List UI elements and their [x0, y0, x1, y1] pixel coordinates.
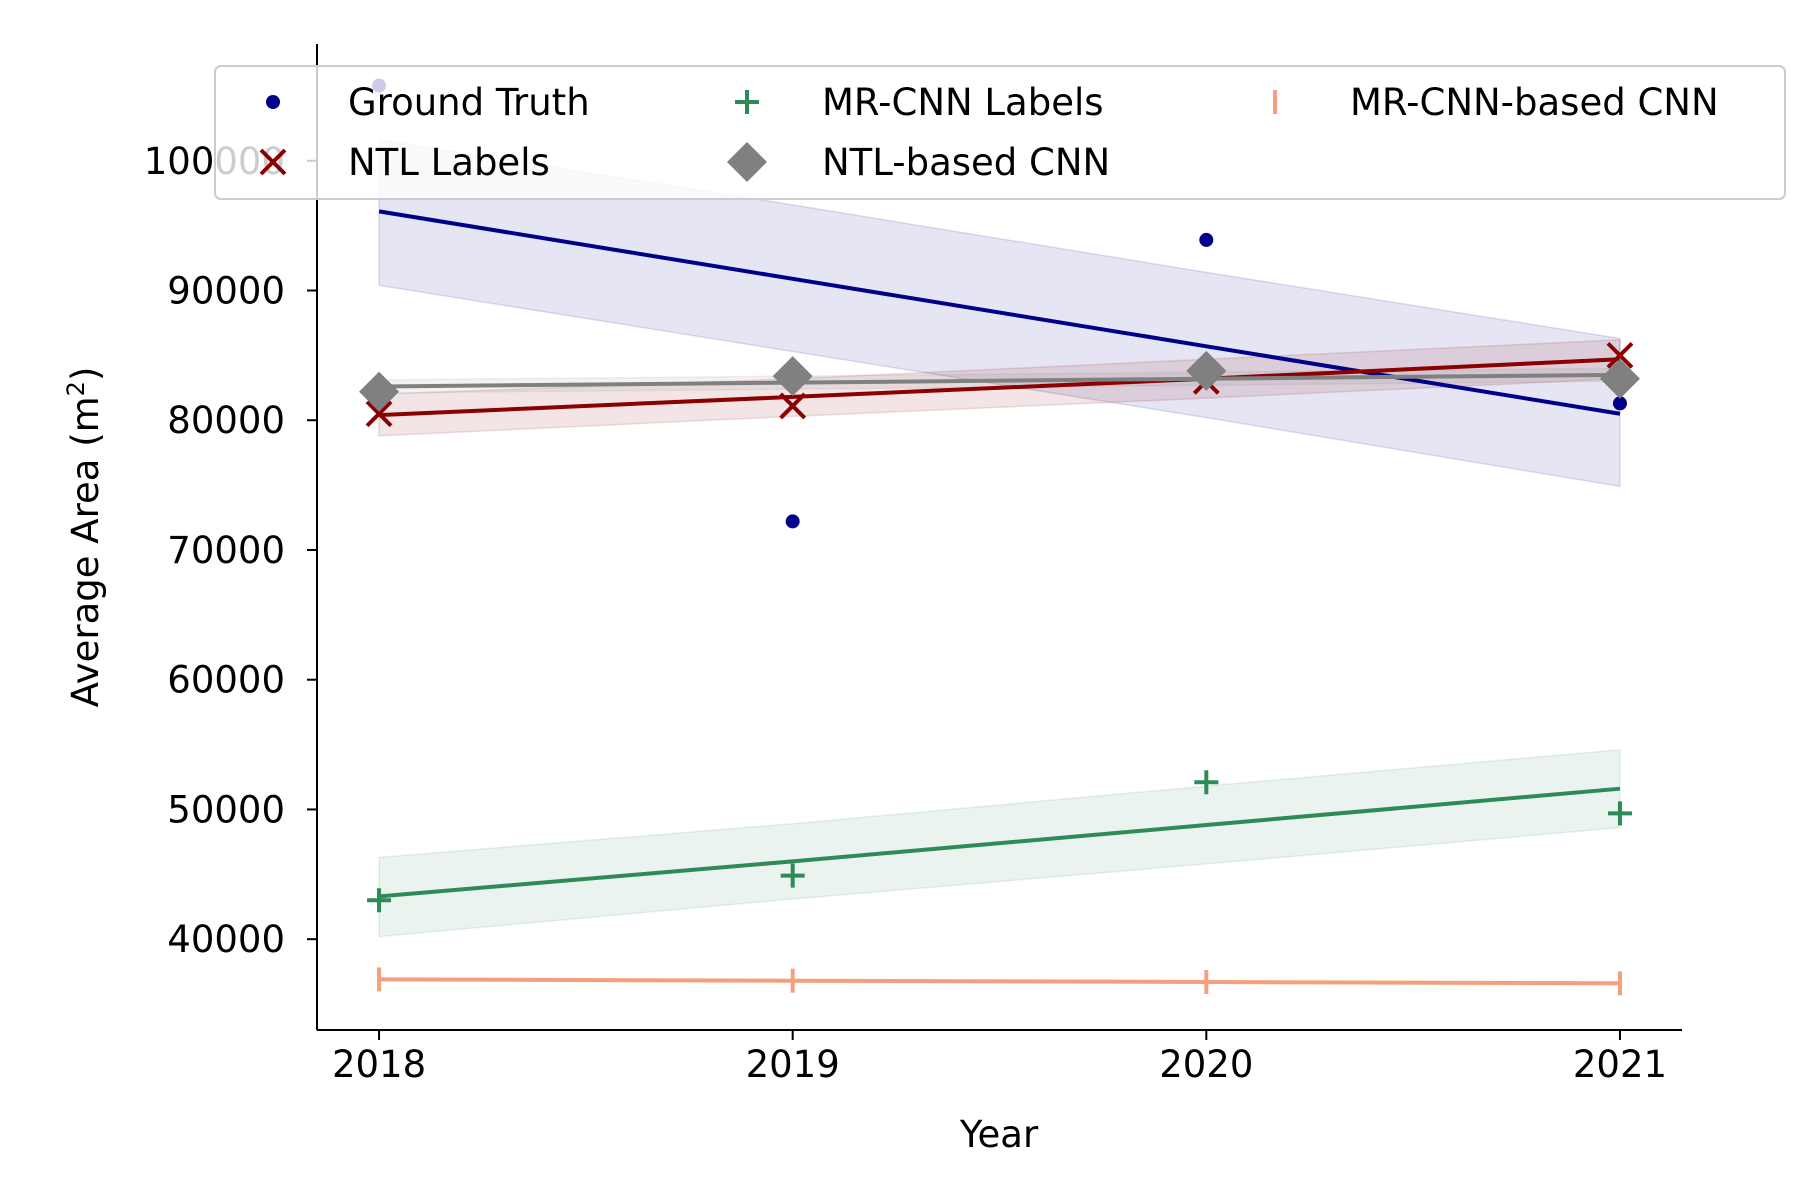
- axes: [316, 44, 1682, 1031]
- y-tick-label: 90000: [167, 270, 285, 313]
- mr-cnn-labels-trend-line: [378, 786, 1621, 899]
- x-axis-label: Year: [959, 1113, 1039, 1156]
- x-tick-label: 2019: [746, 1043, 840, 1086]
- ntl-based-cnn-point: [1599, 358, 1640, 399]
- x-tick-label: 2018: [332, 1043, 426, 1086]
- ground-truth-point: [1199, 232, 1214, 247]
- x-ticks: 2018 2019 2020 2021: [332, 1030, 1667, 1086]
- y-axis-label-end: ): [64, 367, 107, 381]
- y-ticks: 400005000060000700008000090000100000: [144, 140, 317, 961]
- legend-item-ntl-based-cnn: NTL-based CNN: [727, 141, 1110, 184]
- mr-cnn-based-cnn-trend-line: [379, 977, 1620, 986]
- ntl-based-cnn-trend-line: [379, 372, 1620, 389]
- y-tick-label: 80000: [167, 399, 285, 442]
- x-tick-label: 2021: [1573, 1043, 1667, 1086]
- y-tick-label: 70000: [167, 529, 285, 572]
- legend-item-mr-cnn-labels: MR-CNN Labels: [735, 81, 1104, 124]
- ground-truth-point: [1612, 396, 1627, 411]
- ntl-labels-trend-line: [378, 357, 1621, 418]
- legend-items: Ground Truth NTL Labels MR-CNN Labels NTL-b…: [259, 81, 1719, 184]
- mr-cnn-labels-point: [1194, 770, 1219, 795]
- ntl-labels-point: [365, 400, 393, 428]
- ground-truth-point: [785, 514, 800, 529]
- legend-ntl-based-cnn-marker: [727, 142, 767, 182]
- data-markers: [359, 78, 1640, 996]
- y-tick-label: 50000: [167, 788, 285, 831]
- legend: Ground Truth NTL Labels MR-CNN Labels NTL-b…: [214, 65, 1786, 200]
- ntl-based-cnn-point: [772, 356, 813, 397]
- ntl-based-cnn-point: [1186, 350, 1227, 391]
- mr-cnn-labels-point: [1607, 801, 1632, 826]
- mr-cnn-labels-point: [780, 863, 805, 888]
- legend-frame: [214, 65, 1786, 200]
- legend-mr-cnn-labels-label: MR-CNN Labels: [822, 81, 1104, 124]
- y-tick-label: 40000: [167, 918, 285, 961]
- legend-ntl-labels-label: NTL Labels: [348, 141, 550, 184]
- x-tick-label: 2020: [1159, 1043, 1253, 1086]
- legend-ground-truth-label: Ground Truth: [348, 81, 590, 124]
- ntl-based-cnn-point: [359, 371, 400, 412]
- legend-ntl-based-cnn-label: NTL-based CNN: [822, 141, 1110, 184]
- ntl-labels-point: [1606, 341, 1634, 369]
- legend-item-ntl-labels: NTL Labels: [259, 141, 550, 184]
- y-axis-label-superscript: 2: [62, 381, 90, 396]
- y-axis-label-base: Average Area (m: [64, 396, 107, 707]
- ground-truth-trend-line: [378, 209, 1621, 416]
- legend-ntl-labels-marker: [259, 148, 287, 176]
- y-axis-label: Average Area (m2): [62, 367, 107, 708]
- legend-ground-truth-marker: [266, 95, 280, 109]
- ntl-labels-point: [779, 392, 807, 420]
- trend-lines: [378, 209, 1621, 986]
- mr-cnn-labels-point: [367, 888, 392, 913]
- legend-item-mr-cnn-based-cnn: MR-CNN-based CNN: [1273, 81, 1719, 124]
- legend-item-ground-truth: Ground Truth: [266, 81, 590, 124]
- y-tick-label: 60000: [167, 659, 285, 702]
- confidence-bands: [378, 139, 1621, 986]
- legend-mr-cnn-based-cnn-label: MR-CNN-based CNN: [1350, 81, 1719, 124]
- legend-mr-cnn-labels-marker: [735, 90, 759, 114]
